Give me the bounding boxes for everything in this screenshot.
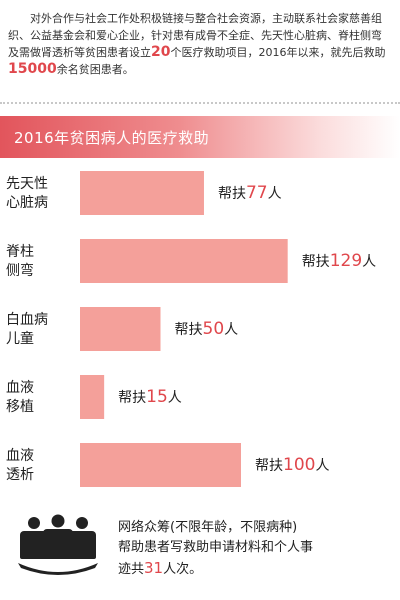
footer-line-3-prefix: 迹共 <box>118 562 145 577</box>
footer-line-3: 迹共31人次。 <box>118 558 388 580</box>
intro-fund-count: 20 <box>151 44 171 60</box>
data-label: 帮扶100人 <box>255 455 329 475</box>
bar <box>80 239 288 283</box>
footer-line-2: 帮助患者写救助申请材料和个人事 <box>118 540 314 555</box>
footer-crowdfund-count: 31 <box>144 559 164 577</box>
category-label: 白血病儿童 <box>6 312 48 347</box>
data-label: 帮扶129人 <box>302 251 376 271</box>
chart-title: 2016年贫困病人的医疗救助 <box>14 129 210 147</box>
footer-text: 网络众筹(不限年龄，不限病种) 帮助患者写救助申请材料和个人事 迹共31人次。 <box>118 518 388 580</box>
footer-line-3-suffix: 人次。 <box>163 562 203 577</box>
bar <box>80 443 241 487</box>
data-label: 帮扶77人 <box>218 183 282 203</box>
data-label: 帮扶15人 <box>118 387 182 407</box>
category-label: 先天性心脏病 <box>6 176 48 211</box>
chart-title-banner: 2016年贫困病人的医疗救助 <box>0 116 400 158</box>
intro-text-1: 对外合作与社会工作处积极链接与整合社会资源，主动联系社会家慈善组织、公益基金会和… <box>8 12 382 59</box>
bar <box>80 171 204 215</box>
category-label: 脊柱侧弯 <box>6 244 34 279</box>
intro-text-2: 个医疗救助项目，2016年以来，就先后救助 <box>170 46 386 59</box>
data-label: 帮扶50人 <box>175 319 239 339</box>
bar <box>80 307 161 351</box>
category-label: 血液移植 <box>6 380 34 415</box>
intro-text-3: 余名贫困患者。 <box>56 63 134 76</box>
footer-line-1: 网络众筹(不限年龄，不限病种) <box>118 520 298 535</box>
group-of-people-icon <box>18 514 98 575</box>
category-label: 血液透析 <box>6 448 34 483</box>
intro-paragraph: 对外合作与社会工作处积极链接与整合社会资源，主动联系社会家慈善组织、公益基金会和… <box>8 10 392 78</box>
bar <box>80 375 105 419</box>
intro-patient-count: 15000 <box>8 61 57 77</box>
dotted-divider <box>0 102 400 104</box>
